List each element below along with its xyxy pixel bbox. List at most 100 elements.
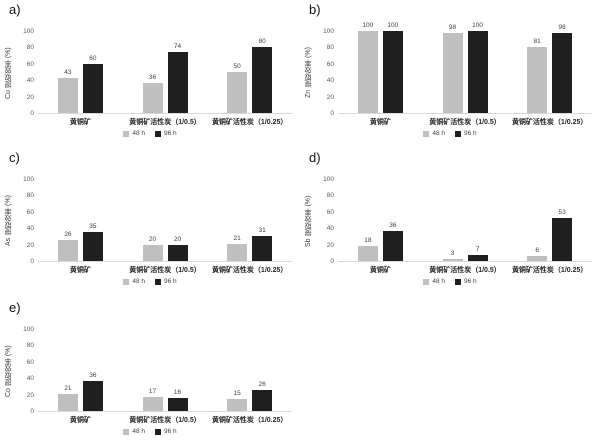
bar-value-label: 98: [558, 23, 566, 31]
bar-value-label: 74: [173, 43, 182, 51]
bar-group: 6 53: [507, 180, 592, 261]
bar-value-label: 17: [148, 388, 157, 396]
category-label: 黄铜矿: [69, 417, 91, 424]
bar-value-label: 21: [64, 384, 72, 392]
bar-48h: 98: [442, 24, 463, 113]
bar-48h: 21: [227, 235, 248, 261]
bar-value-label: 81: [533, 37, 541, 45]
y-axis-tick-label: 40: [26, 77, 34, 85]
bar-value-label: 26: [258, 380, 266, 388]
y-axis-tick-label: 100: [323, 176, 334, 183]
bar-value-label: 43: [64, 68, 72, 76]
legend: 48 h 96 h: [300, 278, 600, 285]
bar-value-label: 7: [475, 246, 480, 254]
bar-value-label: 20: [148, 235, 157, 243]
legend-swatch-48h: [123, 130, 130, 137]
y-axis-tick-label: 60: [26, 60, 34, 68]
legend-label-48h: 48 h: [132, 278, 145, 285]
bar-96h: 16: [167, 389, 188, 411]
bar-48h: 20: [142, 236, 163, 261]
category-label: 黄铜矿活性炭（1/0.5）: [129, 267, 201, 274]
category-label: 黄铜矿活性炭（1/0.5）: [429, 267, 501, 274]
category-label: 黄铜矿: [69, 119, 91, 126]
legend-swatch-48h: [423, 130, 430, 137]
category-label: 黄铜矿: [369, 119, 391, 126]
y-axis-tick-label: 60: [26, 208, 34, 216]
bar-value-label: 60: [89, 54, 97, 62]
plot-area: 18 3 6 3 7 6 53: [338, 180, 592, 262]
category-label: 黄铜矿活性炭（1/0.25）: [511, 267, 588, 274]
bar-group: 15 26: [207, 330, 292, 411]
bar-48h: 36: [142, 74, 163, 113]
bar-96h: 20: [167, 236, 188, 261]
bar-group: 36 74: [123, 32, 208, 113]
panel-label: d): [309, 150, 321, 165]
category-axis: 黄铜矿 黄铜矿活性炭（1/0.5） 黄铜矿活性炭（1/0.25）: [38, 415, 292, 425]
bar-value-label: 18: [364, 237, 372, 245]
bar-value-label: 50: [233, 63, 241, 70]
y-axis-tick-label: 80: [26, 192, 34, 200]
legend-item-48h: 48 h: [123, 130, 145, 137]
legend-label-48h: 48 h: [432, 278, 445, 285]
y-axis-tick-label: 100: [323, 28, 334, 35]
legend: 48 h 96 h: [0, 278, 300, 285]
y-axis-tick-label: 80: [26, 342, 34, 350]
bar-48h: 21: [57, 385, 78, 411]
y-axis-tick-label: 100: [23, 176, 34, 183]
bar-48h: 100: [357, 22, 378, 113]
legend-item-48h: 48 h: [423, 278, 445, 285]
chart-panel-d: d) Sb 提取效率 (%) 0 20 40 60 80 100 18 36 3 7 6 53 黄铜矿 黄铜矿…: [300, 148, 600, 296]
y-axis-tick-label: 80: [326, 192, 334, 200]
bar-value-label: 26: [64, 230, 72, 238]
bar-48h: 81: [527, 38, 548, 113]
legend-swatch-48h: [123, 278, 130, 285]
bar-96h: 100: [382, 22, 403, 113]
y-axis-tick-label: 60: [326, 208, 334, 216]
bar-value-label: 35: [89, 223, 97, 231]
y-axis-tick-label: 20: [326, 93, 334, 101]
category-label: 黄铜矿活性炭（1/0.25）: [211, 267, 288, 274]
bar-value-label: 100: [472, 22, 483, 29]
legend: 48 h 96 h: [300, 130, 600, 137]
bar-group: 21 36: [38, 330, 123, 411]
bar-96h: 35: [82, 223, 103, 261]
y-axis-tick-label: 80: [26, 44, 34, 52]
legend-swatch-48h: [423, 278, 430, 285]
y-axis-tick-label: 0: [30, 258, 34, 265]
y-axis-tick-label: 20: [326, 241, 334, 249]
legend-swatch-96h: [455, 130, 461, 137]
bar-48h: 3: [442, 250, 463, 261]
bar-value-label: 100: [362, 22, 374, 29]
bar-96h: 98: [552, 24, 573, 113]
bar-group: 21 31: [207, 180, 292, 261]
bar-value-label: 21: [233, 234, 241, 242]
legend: 48 h 96 h: [0, 130, 300, 137]
y-axis-tick-label: 100: [23, 28, 34, 35]
legend-item-96h: 96 h: [455, 130, 477, 137]
bar-group: 43 60: [38, 32, 123, 113]
bar-48h: 6: [527, 247, 548, 261]
bar-96h: 74: [167, 43, 188, 113]
legend-swatch-96h: [155, 428, 161, 435]
panel-label: e): [9, 300, 21, 315]
bar-group: 81 98: [507, 24, 592, 113]
plot-area: 100 100 98 100 81 98: [338, 22, 592, 114]
y-axis-tick-label: 40: [326, 225, 334, 233]
legend-label-96h: 96 h: [464, 278, 477, 285]
bar-value-label: 36: [148, 74, 157, 82]
legend-label-96h: 96 h: [164, 278, 177, 285]
bar-group: 20 20: [123, 180, 208, 261]
bar-value-label: 100: [387, 22, 399, 29]
category-label: 黄铜矿活性炭（1/0.5）: [129, 119, 201, 126]
y-axis-tick-label: 20: [26, 391, 34, 399]
bar-value-label: 31: [258, 226, 266, 234]
y-axis-tick-label: 0: [330, 110, 334, 117]
bar-48h: 26: [57, 231, 78, 261]
y-axis-tick-label: 40: [326, 77, 334, 85]
category-label: 黄铜矿活性炭（1/0.25）: [211, 119, 288, 126]
legend-swatch-96h: [155, 278, 161, 285]
legend-label-48h: 48 h: [132, 130, 145, 137]
bar-96h: 7: [467, 246, 488, 261]
